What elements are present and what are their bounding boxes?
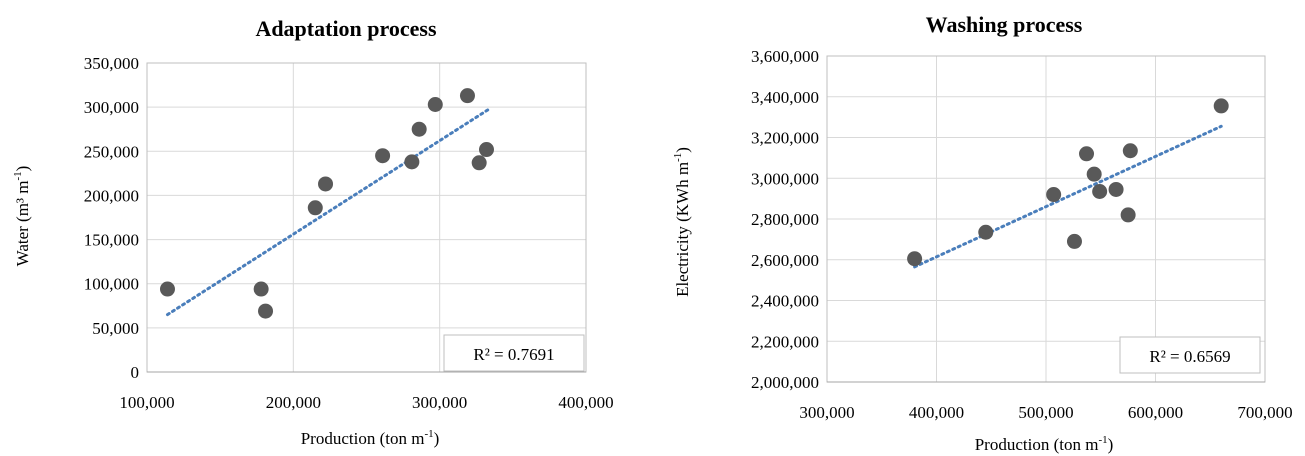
data-point [159, 281, 175, 297]
data-point [459, 88, 475, 104]
data-point [978, 224, 994, 240]
data-point [375, 148, 391, 164]
y-axis-label: Water (m³ m-1) [12, 166, 32, 267]
data-point [1213, 98, 1229, 114]
data-point [258, 303, 274, 319]
data-point [907, 251, 923, 267]
data-point [1086, 166, 1102, 182]
y-tick-label: 3,000,000 [751, 169, 819, 188]
x-tick-label: 700,000 [1237, 403, 1292, 422]
y-tick-label: 3,600,000 [751, 47, 819, 66]
y-tick-label: 2,200,000 [751, 332, 819, 351]
plot-frame [146, 62, 587, 373]
data-point [427, 96, 443, 112]
y-tick-label: 2,000,000 [751, 373, 819, 392]
y-tick-label: 350,000 [84, 54, 139, 73]
data-point [404, 154, 420, 170]
data-point [253, 281, 269, 297]
x-tick-label: 400,000 [558, 393, 613, 412]
washing-chart: Washing process Production (ton m-1) Ele… [672, 12, 1293, 454]
y-tick-label: 0 [131, 363, 140, 382]
r2-label: R² = 0.7691 [473, 345, 554, 364]
data-point [1092, 183, 1108, 199]
chart-title: Adaptation process [255, 16, 437, 41]
trendline [165, 108, 490, 317]
data-point [471, 155, 487, 171]
y-tick-label: 300,000 [84, 98, 139, 117]
trendline [913, 124, 1223, 269]
y-axis-label: Electricity (KWh m-1) [672, 147, 692, 297]
r2-label: R² = 0.6569 [1149, 347, 1230, 366]
adaptation-chart: Adaptation process Production (ton m-1) … [12, 16, 614, 448]
y-tick-label: 250,000 [84, 142, 139, 161]
x-tick-label: 300,000 [412, 393, 467, 412]
x-tick-label: 400,000 [909, 403, 964, 422]
data-point [1122, 143, 1138, 159]
y-tick-label: 50,000 [92, 319, 139, 338]
x-tick-label: 300,000 [799, 403, 854, 422]
y-tick-label: 150,000 [84, 231, 139, 250]
r2-box [443, 334, 585, 372]
y-tick-label: 3,400,000 [751, 88, 819, 107]
x-tick-label: 600,000 [1128, 403, 1183, 422]
data-point [478, 142, 494, 158]
data-point [1108, 181, 1124, 197]
x-tick-label: 500,000 [1018, 403, 1073, 422]
data-point [411, 121, 427, 137]
y-tick-label: 2,800,000 [751, 210, 819, 229]
chart-title: Washing process [926, 12, 1083, 37]
y-tick-label: 2,600,000 [751, 251, 819, 270]
data-point [1046, 187, 1062, 203]
data-points [907, 98, 1229, 267]
data-points [159, 88, 494, 319]
x-tick-label: 100,000 [119, 393, 174, 412]
x-axis-label: Production (ton m-1) [301, 428, 440, 448]
data-point [1120, 207, 1136, 223]
r2-box [1119, 336, 1261, 374]
data-point [318, 176, 334, 192]
y-tick-label: 3,200,000 [751, 129, 819, 148]
y-tick-label: 200,000 [84, 186, 139, 205]
gridlines [826, 55, 1266, 383]
data-point [1066, 233, 1082, 249]
x-tick-label: 200,000 [266, 393, 321, 412]
gridlines [146, 62, 587, 373]
y-tick-label: 100,000 [84, 275, 139, 294]
data-point [1079, 146, 1095, 162]
y-tick-label: 2,400,000 [751, 292, 819, 311]
x-axis-label: Production (ton m-1) [975, 434, 1114, 454]
data-point [307, 200, 323, 216]
